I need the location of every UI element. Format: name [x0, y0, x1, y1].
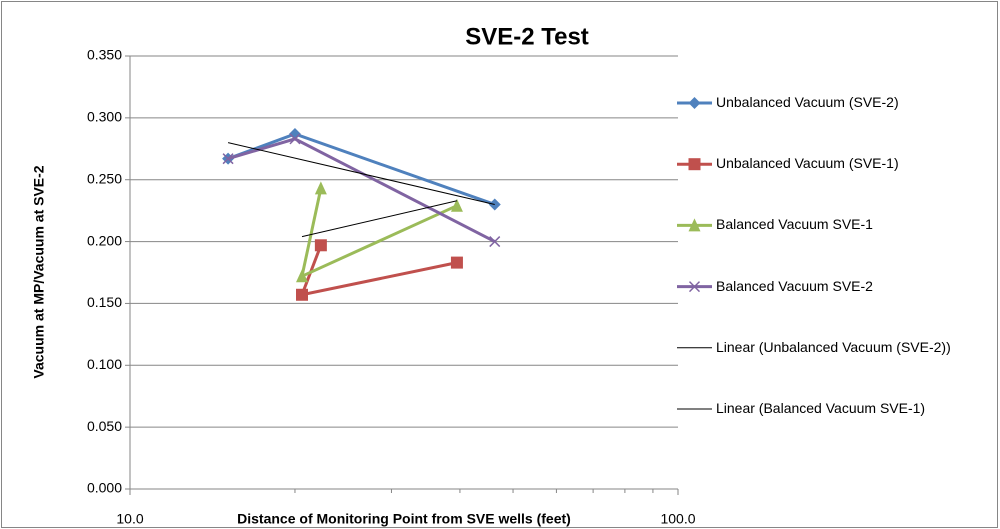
marker [450, 198, 463, 212]
x-tick-label: 100.0 [660, 511, 695, 527]
trend-line [227, 142, 495, 205]
marker [450, 256, 463, 269]
marker [314, 239, 327, 252]
trend-line [301, 200, 458, 238]
marker [688, 281, 701, 293]
x-tick-label: 10.0 [116, 511, 143, 527]
y-tick-label: 0.100 [87, 356, 122, 372]
x-axis-label: Distance of Monitoring Point from SVE we… [237, 511, 571, 527]
y-axis-label: Vacuum at MP/Vacuum at SVE-2 [31, 165, 47, 378]
legend-label-box: Unbalanced Vacuum (SVE-1) [716, 155, 899, 172]
legend-label: Unbalanced Vacuum (SVE-1) [716, 155, 899, 172]
y-tick-label: 0.200 [87, 232, 122, 248]
legend-label-box: Balanced Vacuum SVE-1 [716, 216, 873, 233]
legend-label: Balanced Vacuum SVE-1 [716, 216, 873, 233]
chart-title: SVE-2 Test [465, 23, 589, 50]
y-tick-label: 0.300 [87, 109, 122, 125]
legend-label: Balanced Vacuum SVE-2 [716, 277, 873, 294]
legend-label-box: Unbalanced Vacuum (SVE-2) [716, 94, 899, 110]
legend-label-box: Linear (Balanced Vacuum SVE-1) [716, 400, 926, 416]
legend-label-box: Balanced Vacuum SVE-2 [716, 277, 873, 294]
marker [688, 218, 701, 232]
marker [688, 97, 701, 109]
marker [295, 269, 308, 283]
marker [289, 133, 301, 145]
legend-label: Unbalanced Vacuum (SVE-2) [716, 94, 899, 110]
marker [688, 158, 701, 171]
legend-label: Linear (Balanced Vacuum SVE-1) [716, 400, 926, 416]
marker [489, 236, 501, 248]
y-tick-label: 0.350 [87, 47, 122, 63]
marker [295, 288, 308, 301]
y-tick-label: 0.250 [87, 170, 122, 186]
y-tick-label: 0.000 [87, 480, 122, 496]
marker [222, 153, 234, 165]
legend-label: Linear (Unbalanced Vacuum (SVE-2)) [716, 338, 951, 355]
legend-label-box: Linear (Unbalanced Vacuum (SVE-2)) [716, 338, 951, 355]
y-tick-label: 0.050 [87, 418, 122, 434]
marker [314, 181, 327, 195]
y-tick-label: 0.150 [87, 294, 122, 310]
